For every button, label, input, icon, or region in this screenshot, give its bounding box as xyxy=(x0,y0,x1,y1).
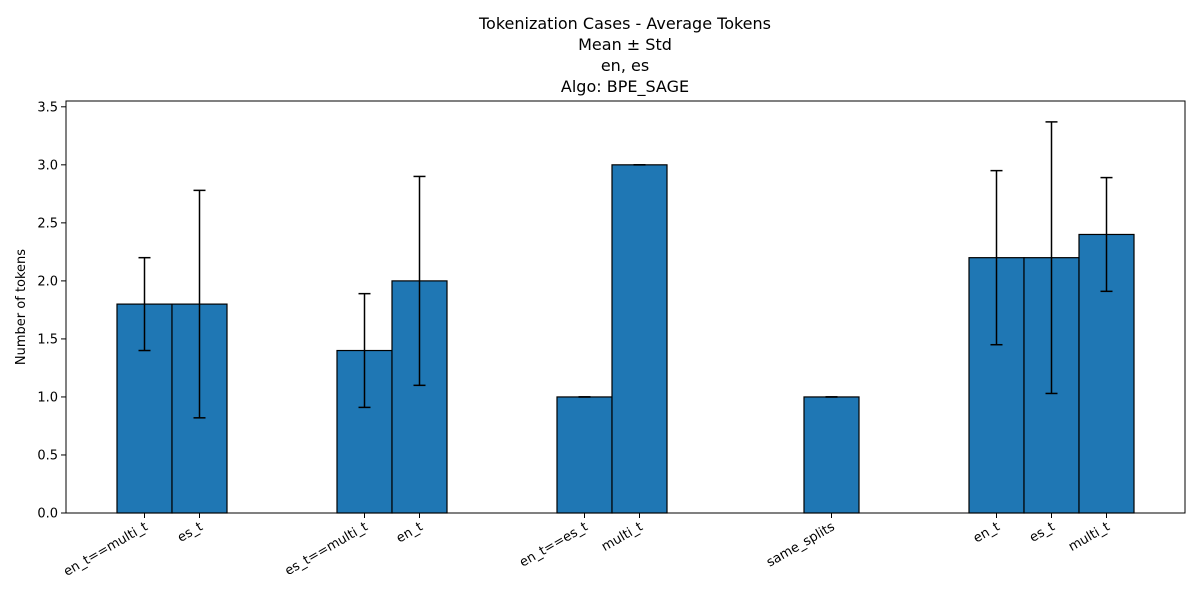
x-tick-label: es_t==multi_t xyxy=(282,519,370,578)
x-tick-label: multi_t xyxy=(599,519,645,554)
chart-title-line: Algo: BPE_SAGE xyxy=(561,77,689,97)
x-axis: en_t==multi_t es_t es_t==multi_t en_t en_t==… xyxy=(61,513,1113,580)
bar xyxy=(803,396,860,514)
x-tick-label: en_t xyxy=(971,519,1003,546)
y-axis: 0.0 0.5 1.0 1.5 2.0 2.5 3.0 3.5 xyxy=(37,100,66,522)
y-axis-label: Number of tokens xyxy=(14,249,29,365)
error-bars xyxy=(138,121,1113,419)
y-tick-label: 1.0 xyxy=(37,390,58,405)
y-tick-label: 3.0 xyxy=(37,158,58,173)
chart-title-line: en, es xyxy=(601,56,649,75)
y-tick-label: 2.5 xyxy=(37,216,58,231)
chart-title-line: Mean ± Std xyxy=(578,35,672,54)
y-tick-label: 2.0 xyxy=(37,274,58,289)
x-tick-label: es_t xyxy=(175,519,205,545)
chart-title-line: Tokenization Cases - Average Tokens xyxy=(478,14,771,33)
x-tick-label: same_splits xyxy=(764,519,838,570)
x-tick-label: en_t==es_t xyxy=(517,519,590,570)
y-tick-label: 1.5 xyxy=(37,332,58,347)
x-tick-label: en_t xyxy=(394,519,426,546)
x-tick-label: en_t==multi_t xyxy=(61,519,150,579)
bars xyxy=(116,164,1135,514)
chart-title: Tokenization Cases - Average Tokens Mean … xyxy=(478,14,771,97)
x-tick-label: es_t xyxy=(1027,519,1057,545)
y-tick-label: 3.5 xyxy=(37,100,58,115)
y-tick-label: 0.5 xyxy=(37,448,58,463)
x-tick-label: multi_t xyxy=(1066,519,1112,554)
bar xyxy=(611,164,668,514)
y-tick-label: 0.0 xyxy=(37,507,58,522)
bar xyxy=(556,396,613,514)
